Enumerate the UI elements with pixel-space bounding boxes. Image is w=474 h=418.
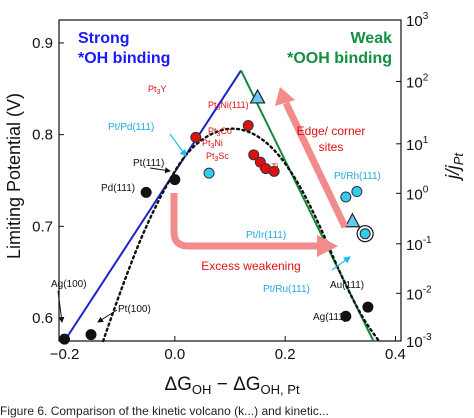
point-6 xyxy=(190,131,202,143)
label-pt111: Pt(111) xyxy=(133,158,164,169)
excess-weakening-arrowhead xyxy=(317,235,338,257)
y-tick-label-1: 0.7 xyxy=(32,218,53,235)
point-5 xyxy=(340,310,352,322)
pointer-pt100 xyxy=(97,309,118,323)
label-ag111: Ag(111) xyxy=(313,312,347,323)
figure-caption: Figure 6. Comparison of the kinetic volc… xyxy=(0,404,329,418)
point-14 xyxy=(340,191,352,203)
point-triangle-17 xyxy=(344,212,361,228)
point-11 xyxy=(268,165,280,177)
plot-layer: −0.2 0.0 0.2 0.4 0.6 0.7 0.8 0.9 10-3 10-2 10-1 100… xyxy=(32,11,432,363)
point-12 xyxy=(203,167,215,179)
label-au111: Au(111) xyxy=(330,280,364,291)
y-tick-label-0: 0.6 xyxy=(32,310,53,327)
plot-frame xyxy=(58,19,402,342)
point-triangle-16 xyxy=(249,88,266,104)
pointer-ag100 xyxy=(57,290,65,323)
x-tick-label-0: −0.2 xyxy=(50,346,80,363)
edge-corner-arrow xyxy=(282,101,349,229)
label-pd111: Pd(111) xyxy=(101,183,135,194)
y2-tick-label-2: 10-1 xyxy=(406,235,432,254)
y-tick-label-2: 0.8 xyxy=(32,127,53,144)
point-3 xyxy=(169,174,181,186)
label-pt3co: Pt3Co xyxy=(208,126,232,138)
label-pt3ni: Pt3Ni xyxy=(202,138,223,150)
weak-region-title: Weak xyxy=(350,30,392,47)
edge-corner-label-line2: sites xyxy=(319,140,344,154)
y2-tick-label-0: 10-3 xyxy=(406,332,432,351)
y2-axis-label: j/jPt xyxy=(443,152,466,182)
x-tick-label-3: 0.4 xyxy=(385,346,406,363)
label-ag100: Ag(100) xyxy=(51,279,87,290)
point-13 xyxy=(351,186,363,198)
label-pt100: Pt(100) xyxy=(118,304,151,315)
label-pt-pd111: Pt/Pd(111) xyxy=(108,122,154,133)
y2-tick-label-6: 103 xyxy=(406,11,429,30)
point-ring-15 xyxy=(356,225,374,243)
edge-corner-label-line1: Edge/ corner xyxy=(297,124,366,138)
label-pt-ru111: Pt/Ru(111) xyxy=(263,284,310,295)
x-tick-label-2: 0.2 xyxy=(275,346,296,363)
label-pt-ir111: Pt/Ir(111) xyxy=(246,230,286,241)
pointer-pt-pd111 xyxy=(169,133,187,157)
point-4 xyxy=(362,301,374,313)
point-0 xyxy=(59,333,71,345)
y-axis-label: Limiting Potential (V) xyxy=(4,93,24,259)
point-15 xyxy=(359,228,371,240)
y2-tick-label-1: 10-2 xyxy=(406,284,432,303)
volcano-line-strong-branch xyxy=(63,69,242,342)
point-1 xyxy=(85,329,97,341)
strong-region-title: Strong xyxy=(78,30,130,47)
excess-weakening-arrow xyxy=(170,193,318,250)
point-7 xyxy=(242,119,254,131)
label-pt-rh111: Pt/Rh(111) xyxy=(334,171,381,182)
x-tick-label-1: 0.0 xyxy=(164,346,185,363)
label-pt3y: Pt3Y xyxy=(148,84,166,96)
label-pt3ti: Pt3Ti xyxy=(259,162,279,174)
y2-tick-label-5: 102 xyxy=(406,72,429,91)
pointer-pt111 xyxy=(149,167,171,174)
y2-tick-label-4: 101 xyxy=(406,135,429,154)
y2-tick-label-3: 100 xyxy=(406,184,429,203)
point-8 xyxy=(248,149,260,161)
edge-corner-arrowhead xyxy=(275,87,295,106)
weak-region-subtitle: *OOH binding xyxy=(287,50,392,67)
pointer-pt-ru111 xyxy=(331,256,351,271)
x-axis-label: ΔGOH − ΔGOH, Pt xyxy=(164,374,300,397)
strong-region-subtitle: *OH binding xyxy=(78,50,170,67)
point-2 xyxy=(140,186,152,198)
y-tick-label-3: 0.9 xyxy=(32,35,53,52)
label-pt3sc: Pt3Sc xyxy=(206,151,229,163)
excess-weakening-label: Excess weakening xyxy=(201,259,300,273)
